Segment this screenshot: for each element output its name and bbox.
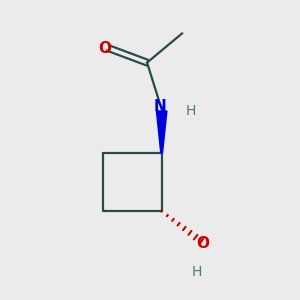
Text: O: O bbox=[196, 236, 209, 251]
Text: O: O bbox=[99, 40, 112, 56]
Polygon shape bbox=[156, 111, 167, 153]
Text: H: H bbox=[186, 104, 196, 118]
Text: H: H bbox=[191, 266, 202, 279]
Text: N: N bbox=[154, 99, 167, 114]
